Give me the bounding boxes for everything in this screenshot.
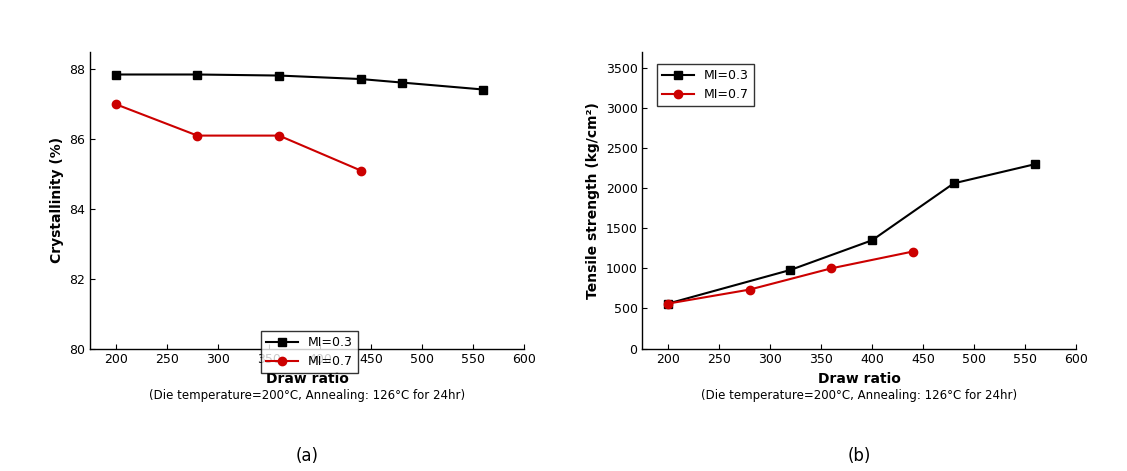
MI=0.3 xyxy=(662,301,675,307)
MI=0.7 xyxy=(109,101,123,107)
MI=0.3 xyxy=(354,76,367,82)
MI=0.3 xyxy=(190,72,204,77)
MI=0.3 xyxy=(477,87,490,92)
MI=0.7 xyxy=(190,133,204,138)
Y-axis label: Crystallinity (%): Crystallinity (%) xyxy=(50,137,64,263)
Text: (b): (b) xyxy=(848,447,871,465)
MI=0.3 xyxy=(109,72,123,77)
MI=0.7 xyxy=(743,287,756,292)
Text: (Die temperature=200°C, Annealing: 126°C for 24hr): (Die temperature=200°C, Annealing: 126°C… xyxy=(149,389,465,402)
MI=0.3 xyxy=(1029,161,1042,167)
Text: (Die temperature=200°C, Annealing: 126°C for 24hr): (Die temperature=200°C, Annealing: 126°C… xyxy=(701,389,1018,402)
MI=0.7 xyxy=(825,266,838,271)
Line: MI=0.3: MI=0.3 xyxy=(112,70,487,94)
MI=0.3 xyxy=(947,180,960,186)
Legend: MI=0.3, MI=0.7: MI=0.3, MI=0.7 xyxy=(657,64,754,106)
Line: MI=0.7: MI=0.7 xyxy=(664,247,917,308)
MI=0.7 xyxy=(273,133,286,138)
MI=0.3 xyxy=(394,80,408,85)
MI=0.7 xyxy=(906,249,920,254)
MI=0.7 xyxy=(354,168,367,173)
Line: MI=0.7: MI=0.7 xyxy=(112,100,365,175)
Text: (a): (a) xyxy=(295,447,319,465)
Legend: MI=0.3, MI=0.7: MI=0.3, MI=0.7 xyxy=(261,331,357,374)
MI=0.3 xyxy=(273,73,286,78)
X-axis label: Draw ratio: Draw ratio xyxy=(818,372,900,386)
X-axis label: Draw ratio: Draw ratio xyxy=(266,372,348,386)
Y-axis label: Tensile strength (kg/cm²): Tensile strength (kg/cm²) xyxy=(586,102,600,299)
Line: MI=0.3: MI=0.3 xyxy=(664,160,1039,308)
MI=0.3 xyxy=(783,267,797,273)
MI=0.7 xyxy=(662,301,675,307)
MI=0.3 xyxy=(866,237,879,243)
